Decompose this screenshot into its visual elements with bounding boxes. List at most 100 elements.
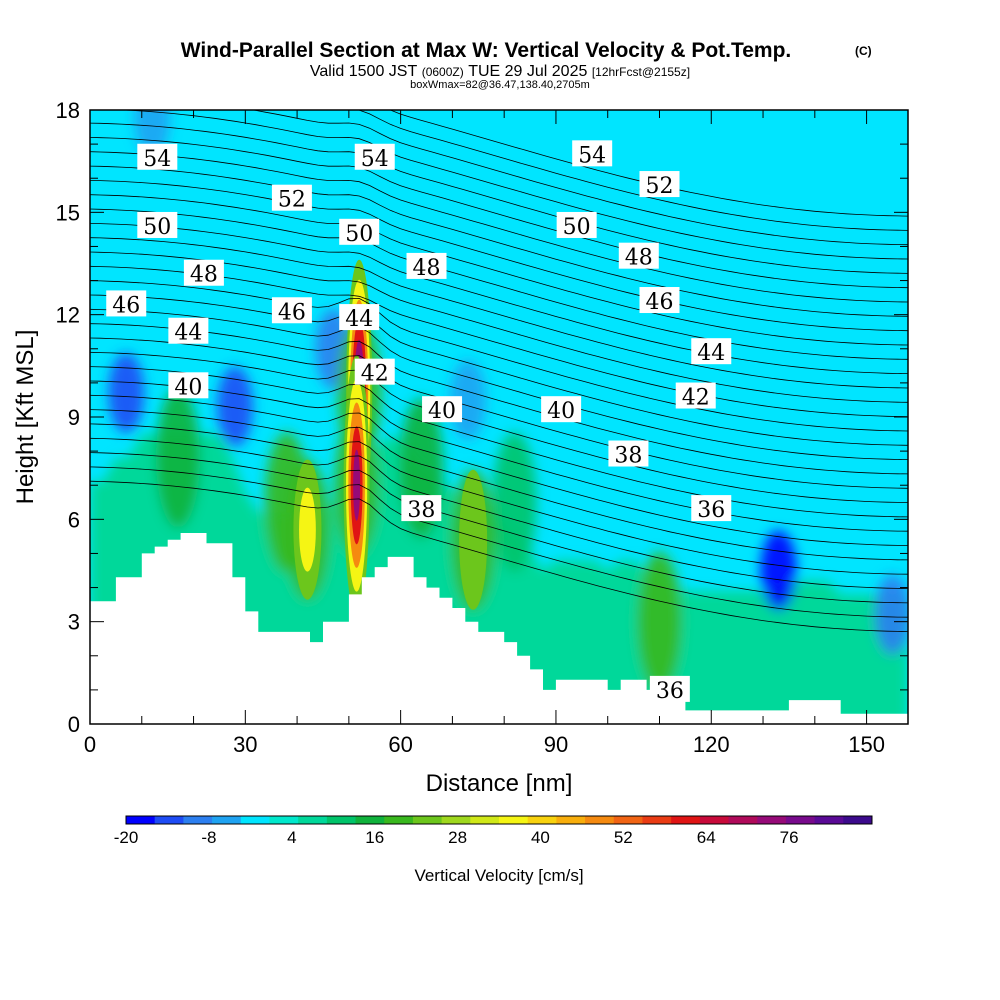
theta-contour-label: 42 <box>675 382 716 411</box>
colorbar-tick-label: 76 <box>780 828 799 847</box>
updraft-core <box>459 469 488 610</box>
theta-contour-line <box>90 137 908 289</box>
theta-contour-line <box>90 437 908 589</box>
colorbar-swatch <box>699 816 730 824</box>
updraft-cell-halo <box>492 432 537 573</box>
theta-contour-label: 38 <box>608 440 649 469</box>
theta-contour-line <box>90 466 908 618</box>
theta-contour-line <box>90 165 908 317</box>
theta-contour-line <box>90 208 908 360</box>
theta-contour-line <box>90 294 908 446</box>
colorbar-tick-label: 4 <box>287 828 296 847</box>
y-tick-label: 18 <box>56 98 80 123</box>
theta-contour-label: 40 <box>541 396 582 424</box>
theta-contour-label: 44 <box>339 304 380 332</box>
colorbar-tick-label: 16 <box>365 828 384 847</box>
theta-contour-label-text: 44 <box>345 307 373 332</box>
theta-contour-label-text: 50 <box>345 222 373 247</box>
y-tick-label: 6 <box>68 507 80 532</box>
colorbar-swatch <box>757 816 787 824</box>
theta-contour-label-text: 42 <box>361 362 389 387</box>
theta-contour-label-text: 36 <box>656 679 684 704</box>
updraft-core <box>353 449 361 521</box>
theta-contour-label: 36 <box>649 675 690 704</box>
theta-contour-line <box>355 110 908 231</box>
theta-contour-label-text: 52 <box>645 174 673 199</box>
colorbar-swatch <box>412 816 443 824</box>
colorbar-tick-label: 64 <box>697 828 716 847</box>
colorbar-title: Vertical Velocity [cm/s] <box>414 866 583 885</box>
theta-contour-label: 36 <box>691 495 732 523</box>
x-tick-label: 60 <box>388 732 412 757</box>
colorbar-swatch <box>556 816 586 824</box>
theta-contour-label: 46 <box>271 297 312 325</box>
y-tick-label: 12 <box>56 303 80 328</box>
theta-contour-label: 50 <box>556 211 597 240</box>
colorbar-tick-label: 40 <box>531 828 550 847</box>
theta-contour-label-text: 48 <box>625 246 653 271</box>
theta-contour-label-text: 52 <box>278 188 306 213</box>
theta-contour-label: 40 <box>422 396 463 424</box>
theta-contour-label-text: 54 <box>143 147 171 172</box>
theta-contour-label-text: 46 <box>645 290 673 315</box>
y-axis-title: Height [Kft MSL] <box>12 330 39 505</box>
theta-contour-line <box>116 110 908 260</box>
potential-temperature-contours <box>90 110 908 632</box>
colorbar-tick-label: -8 <box>201 828 216 847</box>
theta-contour-line <box>90 251 908 403</box>
terrain-mask <box>90 533 908 724</box>
theta-contour-line <box>90 308 908 460</box>
colorbar-swatch <box>585 816 615 824</box>
plot-area: 54 54 54 52 52 50 50 50 48 48 48 46 46 46 44 44 44 42 42 40… <box>90 110 908 724</box>
theta-contour-label-text: 40 <box>547 399 575 424</box>
theta-contour-line <box>90 380 908 532</box>
colorbar: -20 -8 4 16 28 40 52 64 76 <box>114 815 873 847</box>
downdraft-cell <box>216 366 253 447</box>
colorbar-swatch <box>527 816 557 824</box>
x-tick-label: 90 <box>544 732 568 757</box>
colorbar-swatch <box>499 816 529 824</box>
colorbar-frame <box>125 815 873 825</box>
theta-contour-line <box>90 423 908 575</box>
theta-contour-line <box>90 480 908 632</box>
colorbar-swatch <box>212 816 242 824</box>
theta-contour-line <box>90 409 908 561</box>
updraft-cell-halo <box>637 551 682 692</box>
updraft-core <box>299 487 316 572</box>
theta-contour-label: 54 <box>354 143 395 172</box>
theta-contour-label: 42 <box>354 358 395 387</box>
theta-contour-label-text: 46 <box>278 300 306 325</box>
y-tick-label: 9 <box>68 405 80 430</box>
theta-contour-line <box>90 280 908 432</box>
theta-contour-label: 44 <box>168 317 209 346</box>
theta-contour-line <box>90 323 908 475</box>
x-tick-label: 120 <box>693 732 730 757</box>
contour-labels: 54 54 54 52 52 50 50 50 48 48 48 46 46 46 44 44 44 42 42 40… <box>106 140 732 704</box>
colorbar-swatch <box>814 816 844 824</box>
colorbar-swatch <box>613 816 643 824</box>
colorbar-swatch <box>355 816 385 824</box>
colorbar-swatch <box>441 816 471 824</box>
theta-contour-line <box>90 351 908 503</box>
downdraft-cell <box>108 353 145 434</box>
theta-contour-label-text: 36 <box>697 498 725 523</box>
theta-contour-label-text: 48 <box>413 256 441 281</box>
colorbar-swatch <box>240 816 270 824</box>
theta-contour-label-text: 48 <box>190 263 218 288</box>
chart-subtitle: Valid 1500 JST (0600Z) TUE 29 Jul 2025 [… <box>310 63 690 80</box>
theta-contour-line <box>90 394 908 546</box>
colorbar-swatch <box>642 816 672 824</box>
theta-contour-label: 52 <box>271 184 312 213</box>
theta-contour-line <box>90 337 908 489</box>
colorbar-swatch <box>126 816 156 824</box>
colorbar-swatch <box>384 816 414 824</box>
theta-contour-label-text: 38 <box>407 498 435 523</box>
theta-contour-line <box>90 237 908 389</box>
theta-contour-label: 48 <box>183 259 224 288</box>
theta-contour-label: 50 <box>137 211 178 240</box>
theta-contour-label-text: 44 <box>697 341 725 366</box>
colorbar-swatch <box>785 816 816 824</box>
colorbar-tick-label: 52 <box>614 828 633 847</box>
